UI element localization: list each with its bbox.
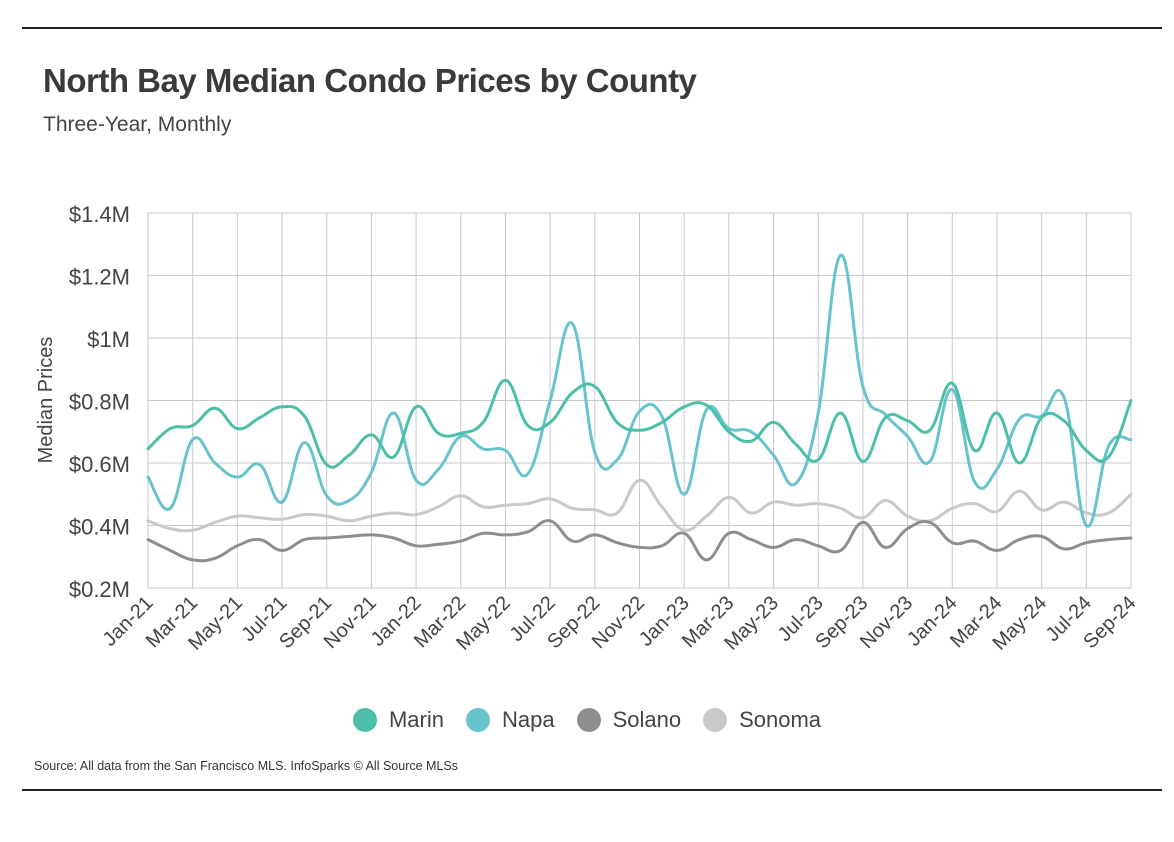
y-tick-label: $0.2M [69, 577, 130, 602]
legend-swatch [703, 708, 728, 732]
grid [147, 212, 1132, 589]
legend-label: Solano [612, 707, 682, 732]
series-line-napa [146, 253, 1133, 528]
y-tick-label: $1.4M [69, 202, 130, 227]
legend-label: Sonoma [739, 707, 822, 732]
legend-label: Napa [501, 707, 555, 732]
line-chart: $0.2M $0.4M $0.6M $0.8M $1M $1.2M $1.4M Jan-21… [35, 202, 1141, 655]
series-lines [146, 253, 1133, 563]
legend-item-marin: Marin [352, 707, 444, 733]
top-rule [22, 27, 1162, 29]
y-tick-label: $0.6M [69, 452, 130, 477]
x-axis-ticks: Jan-21Mar-21May-21Jul-21Sep-21Nov-21Jan-… [99, 592, 1141, 655]
y-axis-ticks: $0.2M $0.4M $0.6M $0.8M $1M $1.2M $1.4M [69, 202, 130, 602]
bottom-rule [22, 789, 1162, 791]
y-axis-label: Median Prices [35, 337, 57, 464]
legend-label: Marin [388, 707, 444, 732]
y-tick-label: $0.4M [69, 515, 130, 540]
series-line-solano [146, 519, 1133, 563]
legend-item-solano: Solano [576, 707, 682, 733]
series-line-sonoma [146, 478, 1133, 533]
legend-item-sonoma: Sonoma [703, 707, 821, 733]
chart-title: North Bay Median Condo Prices by County [43, 62, 697, 99]
legend: Marin Napa Solano Sonoma [0, 707, 1174, 733]
y-tick-label: $0.8M [69, 390, 130, 415]
legend-swatch [465, 708, 490, 732]
legend-item-napa: Napa [465, 707, 555, 733]
source-note: Source: All data from the San Francisco … [34, 759, 458, 773]
series-line-marin [146, 378, 1133, 469]
y-tick-label: $1M [87, 327, 130, 352]
y-tick-label: $1.2M [69, 265, 130, 290]
legend-swatch [576, 708, 601, 732]
chart-subtitle: Three-Year, Monthly [43, 113, 232, 136]
legend-swatch [352, 708, 377, 732]
